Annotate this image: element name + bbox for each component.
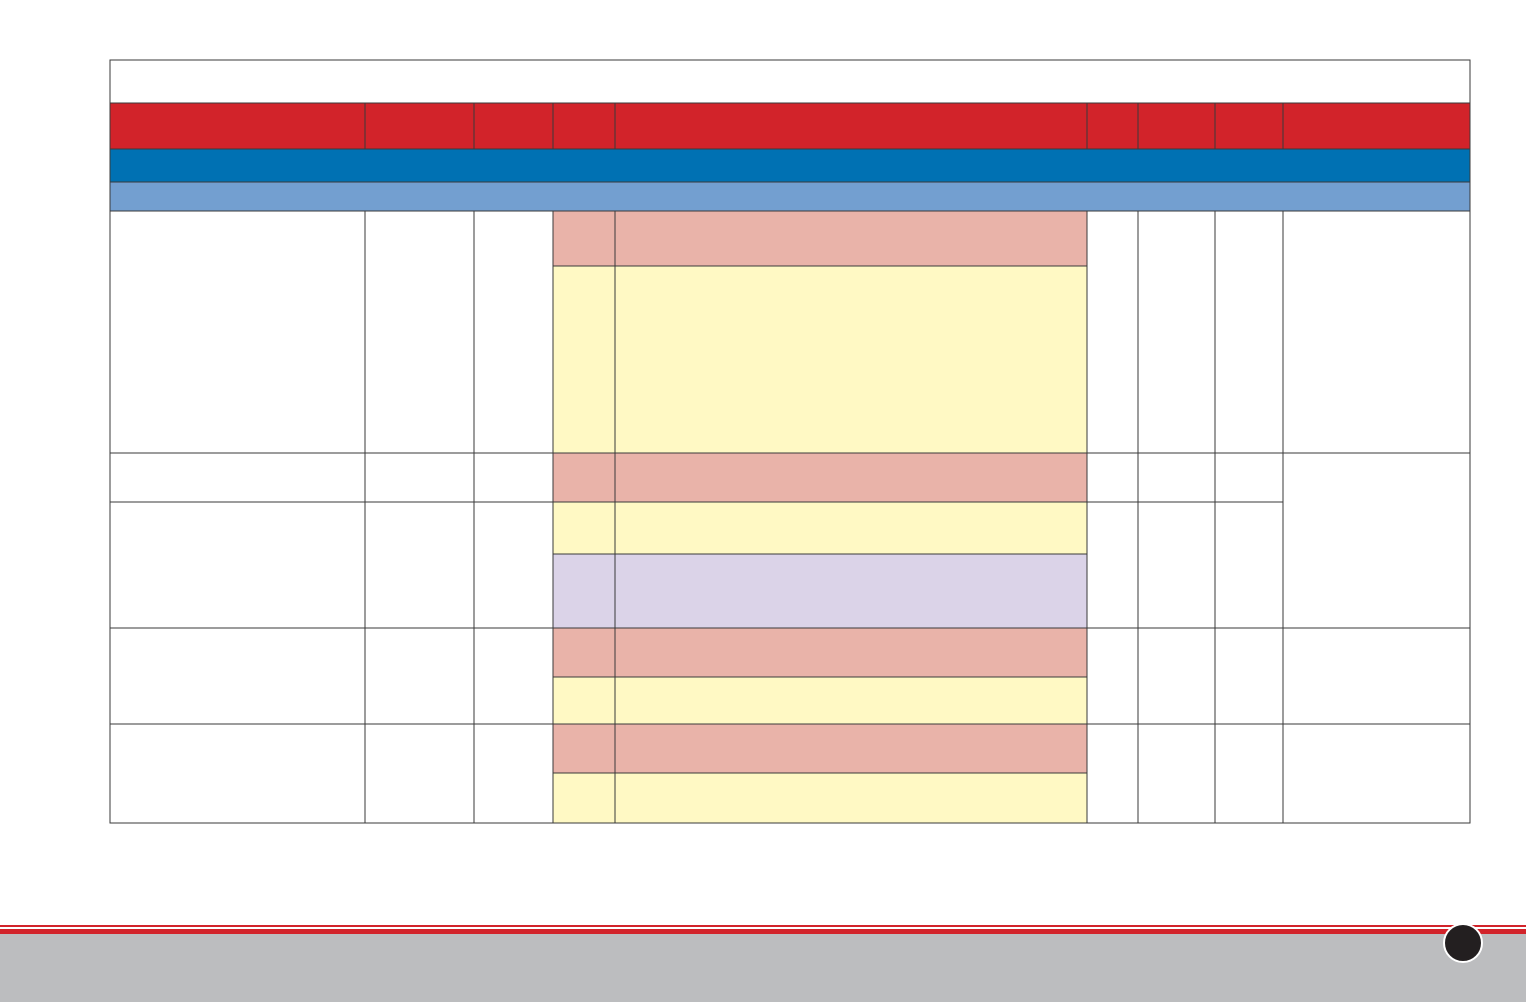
header-cell <box>1086 102 1139 150</box>
header-cell <box>1282 102 1471 150</box>
title-row <box>109 59 1471 104</box>
header-cell <box>364 102 475 150</box>
body-cell <box>364 452 475 503</box>
body-cell <box>473 723 554 824</box>
description-cell <box>614 210 1088 267</box>
body-cell <box>1137 210 1216 454</box>
body-cell <box>1137 501 1216 629</box>
body-cell <box>1137 723 1216 824</box>
body-cell <box>1214 210 1284 454</box>
subsection-row <box>109 181 1471 212</box>
body-cell <box>1086 627 1139 725</box>
body-cell <box>364 210 475 454</box>
description-cell <box>614 265 1088 454</box>
status-cell <box>552 627 616 678</box>
body-cell <box>1086 210 1139 454</box>
notes-cell <box>1282 627 1471 725</box>
body-cell <box>1086 501 1139 629</box>
description-cell <box>614 553 1088 629</box>
body-cell <box>1214 627 1284 725</box>
body-cell <box>473 501 554 629</box>
description-cell <box>614 501 1088 555</box>
description-cell <box>614 723 1088 774</box>
header-cell <box>614 102 1088 150</box>
header-cell <box>1137 102 1216 150</box>
status-cell <box>552 501 616 555</box>
body-cell <box>1137 627 1216 725</box>
header-cell <box>1214 102 1284 150</box>
body-cell <box>473 627 554 725</box>
status-cell <box>552 265 616 454</box>
body-cell <box>1086 452 1139 503</box>
description-cell <box>614 676 1088 725</box>
body-cell <box>1214 452 1284 503</box>
body-cell <box>1214 723 1284 824</box>
body-cell <box>364 501 475 629</box>
body-cell <box>473 210 554 454</box>
status-cell <box>552 772 616 824</box>
status-cell <box>552 676 616 725</box>
notes-cell <box>1282 452 1471 629</box>
page-number-badge <box>1443 923 1483 963</box>
body-cell <box>109 210 366 454</box>
status-cell <box>552 553 616 629</box>
footer-thin-line <box>0 925 1526 927</box>
status-cell <box>552 452 616 503</box>
notes-cell <box>1282 723 1471 824</box>
body-cell <box>109 501 366 629</box>
description-cell <box>614 627 1088 678</box>
body-cell <box>364 723 475 824</box>
body-cell <box>1086 723 1139 824</box>
header-cell <box>552 102 616 150</box>
body-cell <box>364 627 475 725</box>
body-cell <box>109 452 366 503</box>
body-cell <box>109 627 366 725</box>
description-cell <box>614 452 1088 503</box>
footer-band <box>0 934 1526 1002</box>
body-cell <box>1137 452 1216 503</box>
status-cell <box>552 210 616 267</box>
status-cell <box>552 723 616 774</box>
notes-cell <box>1282 210 1471 454</box>
body-cell <box>1214 501 1284 629</box>
header-cell <box>109 102 366 150</box>
description-cell <box>614 772 1088 824</box>
body-cell <box>109 723 366 824</box>
footer-line <box>0 929 1526 934</box>
section-row <box>109 148 1471 183</box>
body-cell <box>473 452 554 503</box>
header-cell <box>473 102 554 150</box>
table <box>109 59 1471 824</box>
